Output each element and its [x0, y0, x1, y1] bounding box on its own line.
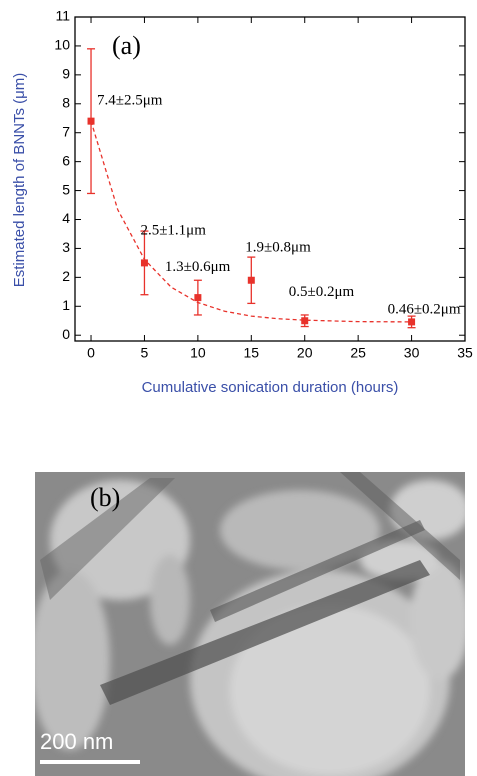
y-tick-label: 11: [55, 8, 70, 24]
image-texture: [35, 480, 465, 776]
point: [408, 318, 416, 326]
y-tick-label: 8: [62, 94, 70, 110]
value-label: 1.3±0.6μm: [165, 259, 231, 275]
y-tick-label: 4: [62, 210, 70, 226]
y-tick-label: 7: [62, 123, 70, 139]
y-tick-label: 9: [62, 66, 70, 82]
y-axis-label: Estimated length of BNNTs (μm): [11, 73, 28, 288]
point: [140, 259, 148, 267]
y-tick-label: 0: [62, 326, 70, 342]
y-tick-label: 6: [62, 152, 70, 168]
x-tick-label: 15: [244, 345, 260, 361]
point: [247, 276, 255, 284]
y-tick-label: 3: [62, 239, 70, 255]
y-tick-label: 10: [54, 37, 70, 53]
x-tick-label: 0: [87, 345, 95, 361]
y-tick-label: 5: [62, 181, 70, 197]
y-tick-label: 1: [62, 297, 70, 313]
value-label: 0.46±0.2μm: [388, 301, 461, 317]
x-tick-label: 10: [190, 345, 206, 361]
x-tick-label: 35: [457, 345, 473, 361]
x-tick-label: 25: [350, 345, 366, 361]
value-label: 0.5±0.2μm: [289, 284, 355, 300]
point: [301, 317, 309, 325]
x-tick-label: 30: [404, 345, 420, 361]
x-tick-label: 20: [297, 345, 313, 361]
y-tick-label: 2: [62, 268, 70, 284]
image-label: (b): [90, 483, 120, 512]
panel-label: (a): [112, 31, 141, 60]
value-label: 2.5±1.1μm: [140, 222, 206, 238]
fit-curve: [90, 120, 412, 323]
plot-frame: [74, 16, 466, 342]
scale-bar: [40, 760, 140, 764]
scale-bar-label: 200 nm: [40, 729, 113, 754]
value-label: 1.9±0.8μm: [245, 240, 311, 256]
x-tick-label: 5: [141, 345, 149, 361]
tem-image: (b) 200 nm: [35, 472, 465, 776]
point: [87, 117, 95, 125]
chart: (a) Cumulative sonication duration (hour…: [11, 8, 473, 396]
x-axis-label: Cumulative sonication duration (hours): [142, 379, 399, 396]
point: [194, 294, 202, 302]
value-label: 7.4±2.5μm: [97, 93, 163, 109]
